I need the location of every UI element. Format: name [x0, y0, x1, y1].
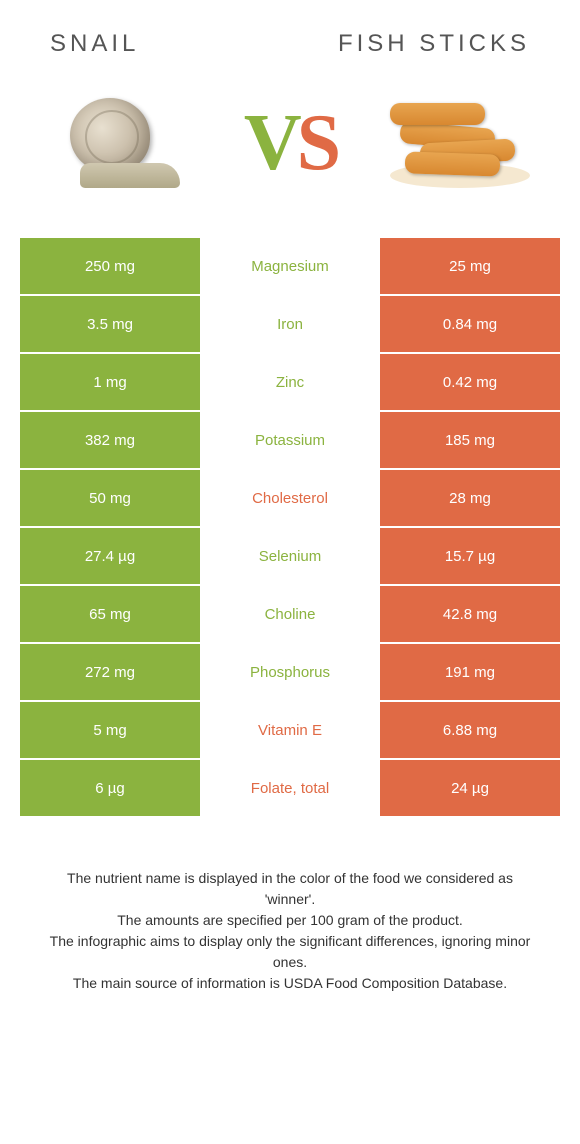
- left-value: 1 mg: [20, 354, 200, 412]
- images-row: VS: [20, 88, 560, 238]
- left-value: 382 mg: [20, 412, 200, 470]
- nutrient-label: Folate, total: [200, 760, 380, 818]
- table-row: 27.4 µgSelenium15.7 µg: [20, 528, 560, 586]
- footer-line-3: The infographic aims to display only the…: [40, 931, 540, 973]
- nutrient-label: Choline: [200, 586, 380, 644]
- snail-image: [50, 88, 190, 198]
- left-value: 50 mg: [20, 470, 200, 528]
- footer-line-1: The nutrient name is displayed in the co…: [40, 868, 540, 910]
- table-row: 1 mgZinc0.42 mg: [20, 354, 560, 412]
- nutrient-label: Vitamin E: [200, 702, 380, 760]
- right-value: 6.88 mg: [380, 702, 560, 760]
- right-value: 191 mg: [380, 644, 560, 702]
- table-row: 250 mgMagnesium25 mg: [20, 238, 560, 296]
- left-value: 27.4 µg: [20, 528, 200, 586]
- table-row: 272 mgPhosphorus191 mg: [20, 644, 560, 702]
- nutrient-label: Potassium: [200, 412, 380, 470]
- nutrient-label: Iron: [200, 296, 380, 354]
- nutrient-label: Selenium: [200, 528, 380, 586]
- fish-sticks-image: [390, 88, 530, 198]
- vs-text: VS: [244, 98, 336, 189]
- vs-v: V: [244, 99, 297, 187]
- right-value: 24 µg: [380, 760, 560, 818]
- nutrient-label: Cholesterol: [200, 470, 380, 528]
- table-row: 50 mgCholesterol28 mg: [20, 470, 560, 528]
- table-row: 382 mgPotassium185 mg: [20, 412, 560, 470]
- right-value: 15.7 µg: [380, 528, 560, 586]
- nutrient-label: Phosphorus: [200, 644, 380, 702]
- footer-line-4: The main source of information is USDA F…: [40, 973, 540, 994]
- table-row: 3.5 mgIron0.84 mg: [20, 296, 560, 354]
- left-value: 65 mg: [20, 586, 200, 644]
- header: SNAIL FISH STICKS: [20, 20, 560, 88]
- title-left: SNAIL: [50, 30, 139, 58]
- footer-line-2: The amounts are specified per 100 gram o…: [40, 910, 540, 931]
- left-value: 250 mg: [20, 238, 200, 296]
- infographic-container: SNAIL FISH STICKS VS 250 mgMagnesium25 m…: [0, 0, 580, 1014]
- nutrient-label: Zinc: [200, 354, 380, 412]
- footer-notes: The nutrient name is displayed in the co…: [20, 818, 560, 994]
- vs-s: S: [297, 99, 337, 187]
- left-value: 3.5 mg: [20, 296, 200, 354]
- nutrient-label: Magnesium: [200, 238, 380, 296]
- left-value: 6 µg: [20, 760, 200, 818]
- right-value: 28 mg: [380, 470, 560, 528]
- table-row: 65 mgCholine42.8 mg: [20, 586, 560, 644]
- table-row: 6 µgFolate, total24 µg: [20, 760, 560, 818]
- right-value: 25 mg: [380, 238, 560, 296]
- right-value: 185 mg: [380, 412, 560, 470]
- title-right: FISH STICKS: [338, 30, 530, 58]
- right-value: 0.84 mg: [380, 296, 560, 354]
- left-value: 5 mg: [20, 702, 200, 760]
- right-value: 42.8 mg: [380, 586, 560, 644]
- left-value: 272 mg: [20, 644, 200, 702]
- nutrient-table: 250 mgMagnesium25 mg3.5 mgIron0.84 mg1 m…: [20, 238, 560, 818]
- right-value: 0.42 mg: [380, 354, 560, 412]
- table-row: 5 mgVitamin E6.88 mg: [20, 702, 560, 760]
